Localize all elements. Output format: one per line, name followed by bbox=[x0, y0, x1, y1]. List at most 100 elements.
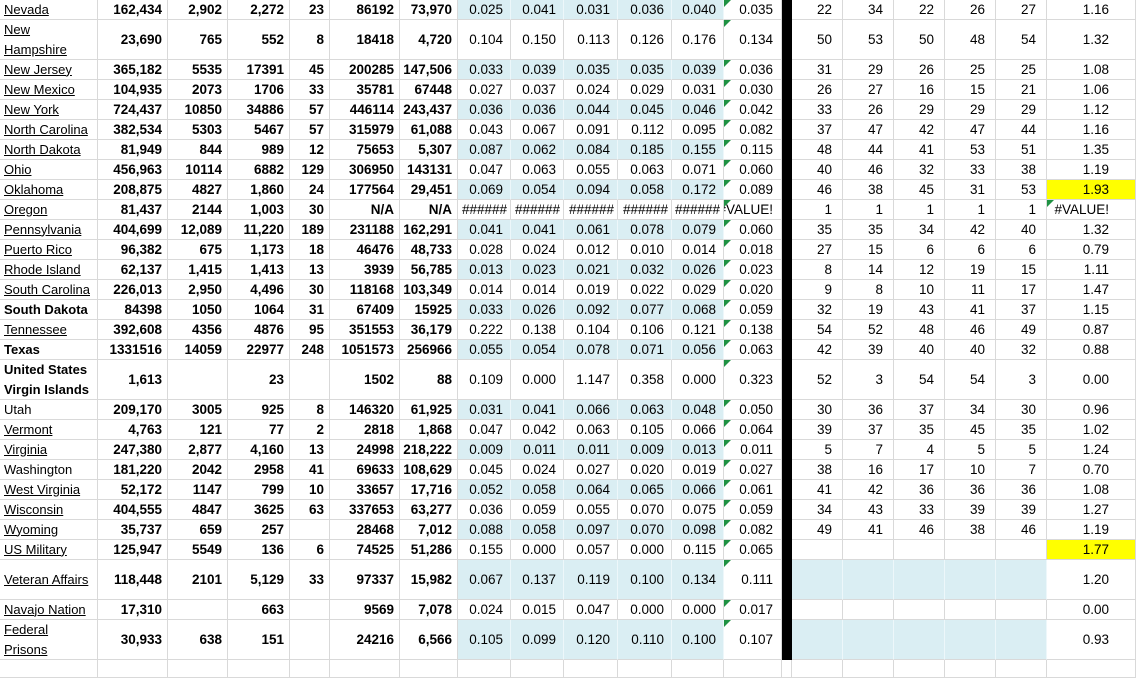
ratio-cell[interactable]: 1.27 bbox=[1047, 500, 1136, 520]
rate-cell[interactable]: 0.024 bbox=[511, 240, 564, 260]
rank-cell[interactable]: 38 bbox=[945, 520, 996, 540]
rank-cell[interactable]: 10 bbox=[945, 460, 996, 480]
rate-cell[interactable]: 0.014 bbox=[511, 280, 564, 300]
count-cell[interactable]: 8 bbox=[290, 20, 330, 60]
count-cell[interactable]: 218,222 bbox=[400, 440, 458, 460]
count-cell[interactable]: 844 bbox=[168, 140, 228, 160]
rank-cell[interactable]: 54 bbox=[894, 360, 945, 400]
ratio-cell[interactable]: 1.16 bbox=[1047, 120, 1136, 140]
rank-cell[interactable]: 43 bbox=[894, 300, 945, 320]
rank-cell[interactable]: 46 bbox=[996, 520, 1047, 540]
rate-cell[interactable]: 0.059 bbox=[511, 500, 564, 520]
rate-cell[interactable]: 0.055 bbox=[564, 500, 618, 520]
rank-cell[interactable]: 34 bbox=[945, 400, 996, 420]
empty-cell[interactable] bbox=[0, 660, 98, 678]
count-cell[interactable]: 81,437 bbox=[98, 200, 168, 220]
rate-cell[interactable]: 0.079 bbox=[672, 220, 724, 240]
average-cell[interactable]: 0.082 bbox=[724, 520, 782, 540]
count-cell[interactable]: 1,003 bbox=[228, 200, 290, 220]
rank-cell[interactable]: 19 bbox=[945, 260, 996, 280]
count-cell[interactable]: 62,137 bbox=[98, 260, 168, 280]
row-header-cell[interactable]: Tennessee bbox=[0, 320, 98, 340]
row-header-cell[interactable]: Pennsylvania bbox=[0, 220, 98, 240]
ratio-cell[interactable]: 0.93 bbox=[1047, 620, 1136, 660]
count-cell[interactable]: 24216 bbox=[330, 620, 400, 660]
ratio-cell[interactable]: 1.15 bbox=[1047, 300, 1136, 320]
rate-cell[interactable]: 0.094 bbox=[564, 180, 618, 200]
rank-cell[interactable]: 35 bbox=[996, 420, 1047, 440]
rate-cell[interactable]: 0.044 bbox=[564, 100, 618, 120]
count-cell[interactable]: 67448 bbox=[400, 80, 458, 100]
count-cell[interactable]: 88 bbox=[400, 360, 458, 400]
count-cell[interactable]: 404,555 bbox=[98, 500, 168, 520]
count-cell[interactable]: 365,182 bbox=[98, 60, 168, 80]
average-cell[interactable]: 0.082 bbox=[724, 120, 782, 140]
count-cell[interactable]: 989 bbox=[228, 140, 290, 160]
rate-cell[interactable]: 0.025 bbox=[458, 0, 511, 20]
count-cell[interactable]: 45 bbox=[290, 60, 330, 80]
rank-cell[interactable]: 38 bbox=[792, 460, 843, 480]
count-cell[interactable]: 34886 bbox=[228, 100, 290, 120]
rank-cell[interactable]: 32 bbox=[894, 160, 945, 180]
rate-cell[interactable]: 0.097 bbox=[564, 520, 618, 540]
rank-cell[interactable]: 17 bbox=[894, 460, 945, 480]
rank-cell[interactable]: 37 bbox=[894, 400, 945, 420]
count-cell[interactable]: 9569 bbox=[330, 600, 400, 620]
rank-cell[interactable]: 10 bbox=[894, 280, 945, 300]
rank-cell[interactable]: 37 bbox=[792, 120, 843, 140]
rank-cell[interactable]: 36 bbox=[843, 400, 894, 420]
count-cell[interactable]: 143131 bbox=[400, 160, 458, 180]
row-header-cell[interactable]: New Jersey bbox=[0, 60, 98, 80]
empty-cell[interactable] bbox=[894, 660, 945, 678]
rank-cell[interactable]: 6 bbox=[945, 240, 996, 260]
count-cell[interactable]: 96,382 bbox=[98, 240, 168, 260]
ratio-cell[interactable]: 1.32 bbox=[1047, 20, 1136, 60]
count-cell[interactable]: 5,307 bbox=[400, 140, 458, 160]
rank-cell[interactable]: 1 bbox=[843, 200, 894, 220]
row-header-cell[interactable]: New Hampshire bbox=[0, 20, 98, 60]
ratio-cell[interactable]: 1.20 bbox=[1047, 560, 1136, 600]
average-cell[interactable]: 0.020 bbox=[724, 280, 782, 300]
count-cell[interactable]: 5549 bbox=[168, 540, 228, 560]
average-cell[interactable]: 0.323 bbox=[724, 360, 782, 400]
count-cell[interactable]: 675 bbox=[168, 240, 228, 260]
rank-cell[interactable]: 49 bbox=[996, 320, 1047, 340]
row-header-cell[interactable]: Nevada bbox=[0, 0, 98, 20]
count-cell[interactable]: 2958 bbox=[228, 460, 290, 480]
rate-cell[interactable]: 0.022 bbox=[618, 280, 672, 300]
row-header-cell[interactable]: Oklahoma bbox=[0, 180, 98, 200]
row-header-cell[interactable]: Veteran Affairs bbox=[0, 560, 98, 600]
count-cell[interactable]: 97337 bbox=[330, 560, 400, 600]
empty-cell[interactable] bbox=[290, 660, 330, 678]
rate-cell[interactable]: 0.104 bbox=[458, 20, 511, 60]
rate-cell[interactable]: 0.057 bbox=[564, 540, 618, 560]
rank-cell[interactable] bbox=[792, 540, 843, 560]
count-cell[interactable]: 56,785 bbox=[400, 260, 458, 280]
count-cell[interactable]: 73,970 bbox=[400, 0, 458, 20]
count-cell[interactable]: 1,868 bbox=[400, 420, 458, 440]
rate-cell[interactable]: 0.000 bbox=[511, 540, 564, 560]
empty-cell[interactable] bbox=[168, 660, 228, 678]
rank-cell[interactable]: 26 bbox=[792, 80, 843, 100]
count-cell[interactable]: 84398 bbox=[98, 300, 168, 320]
count-cell[interactable]: 121 bbox=[168, 420, 228, 440]
count-cell[interactable]: 17,716 bbox=[400, 480, 458, 500]
rank-cell[interactable]: 40 bbox=[894, 340, 945, 360]
average-cell[interactable]: 0.027 bbox=[724, 460, 782, 480]
rank-cell[interactable] bbox=[996, 540, 1047, 560]
count-cell[interactable]: 13 bbox=[290, 440, 330, 460]
row-header-cell[interactable]: Navajo Nation bbox=[0, 600, 98, 620]
rate-cell[interactable]: 0.105 bbox=[458, 620, 511, 660]
count-cell[interactable]: 35,737 bbox=[98, 520, 168, 540]
ratio-cell[interactable]: 0.87 bbox=[1047, 320, 1136, 340]
rank-cell[interactable]: 40 bbox=[996, 220, 1047, 240]
rate-cell[interactable]: 0.041 bbox=[511, 220, 564, 240]
rate-cell[interactable]: 0.035 bbox=[564, 60, 618, 80]
rank-cell[interactable]: 3 bbox=[996, 360, 1047, 400]
rate-cell[interactable]: 0.185 bbox=[618, 140, 672, 160]
rank-cell[interactable]: 54 bbox=[945, 360, 996, 400]
count-cell[interactable]: 200285 bbox=[330, 60, 400, 80]
rate-cell[interactable]: 0.036 bbox=[458, 100, 511, 120]
count-cell[interactable]: 10 bbox=[290, 480, 330, 500]
rank-cell[interactable] bbox=[792, 600, 843, 620]
